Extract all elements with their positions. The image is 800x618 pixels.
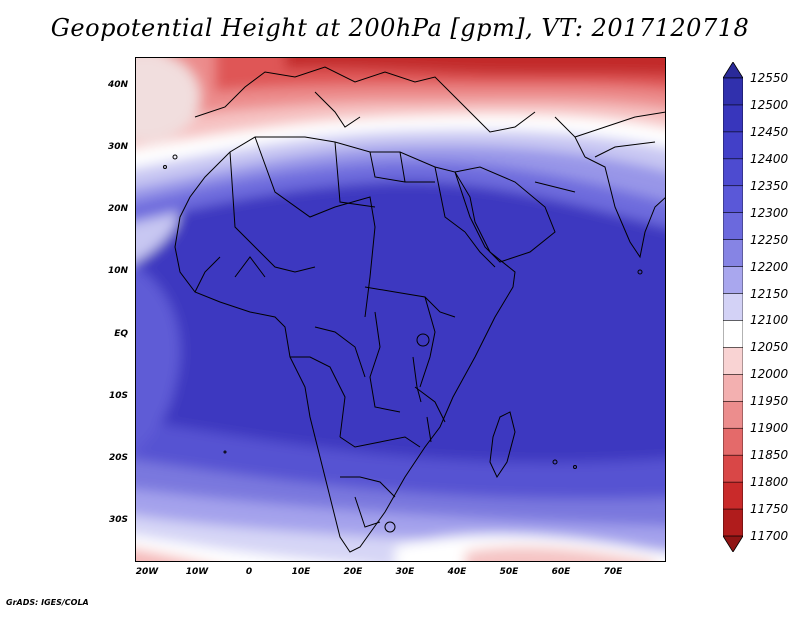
colorbar-label: 11900 <box>750 421 789 436</box>
lat-label-20s: 20S <box>108 453 128 463</box>
lon-label-10w: 10W <box>185 567 209 577</box>
colorbar-segment <box>723 212 743 241</box>
colorbar-segment <box>723 427 743 456</box>
colorbar-segment <box>723 158 743 187</box>
colorbar <box>723 62 743 552</box>
colorbar-label: 12550 <box>750 71 789 85</box>
lon-label-30e: 30E <box>395 567 415 577</box>
footer-credit: GrADS: IGES/COLA <box>6 598 89 607</box>
lon-label-20w: 20W <box>135 567 159 577</box>
lon-label-40e: 40E <box>447 567 467 577</box>
lon-label-10e: 10E <box>291 567 311 577</box>
colorbar-label: 12000 <box>750 367 789 382</box>
colorbar-segment <box>723 293 743 322</box>
map-title: Geopotential Height at 200hPa [gpm], VT:… <box>50 14 750 42</box>
lon-label-50e: 50E <box>499 567 519 577</box>
colorbar-segment <box>723 131 743 160</box>
coastlines-and-borders <box>163 66 666 553</box>
colorbar-bottom-arrow <box>723 535 743 552</box>
colorbar-segment <box>723 239 743 268</box>
colorbar-segment <box>723 400 743 430</box>
lon-label-0: 0 <box>245 567 253 577</box>
lat-label-20n: 20N <box>107 204 128 214</box>
map-plot-area <box>135 57 666 562</box>
colorbar-segment <box>723 481 743 510</box>
lon-label-20e: 20E <box>343 567 363 577</box>
colorbar-segment <box>723 266 743 295</box>
lon-label-70e: 70E <box>603 567 623 577</box>
colorbar-top-arrow <box>723 62 743 79</box>
colorbar-label: 12300 <box>750 205 789 220</box>
colorbar-label: 12500 <box>750 97 789 112</box>
colorbar-label: 12100 <box>750 313 789 328</box>
colorbar-label: 11700 <box>750 529 789 543</box>
colorbar-label: 11950 <box>750 394 789 409</box>
lat-label-40n: 40N <box>107 80 128 90</box>
colorbar-segment <box>723 454 743 483</box>
colorbar-label: 11800 <box>750 475 789 490</box>
colorbar-label: 12450 <box>750 124 789 139</box>
colorbar-label: 11750 <box>750 502 789 517</box>
colorbar-segment <box>723 77 743 106</box>
lat-label-10n: 10N <box>107 266 128 276</box>
colorbar-segment <box>723 374 743 403</box>
lat-label-eq: EQ <box>114 329 128 339</box>
lat-label-30s: 30S <box>108 515 128 525</box>
colorbar-label: 12150 <box>750 286 789 301</box>
lon-label-60e: 60E <box>551 567 571 577</box>
colorbar-label: 12400 <box>750 151 789 166</box>
colorbar-label: 11850 <box>750 448 789 463</box>
colorbar-segment <box>723 508 743 537</box>
lat-label-30n: 30N <box>107 142 128 152</box>
colorbar-segment <box>723 320 743 349</box>
colorbar-label: 12200 <box>750 259 789 274</box>
colorbar-label: 12050 <box>750 340 789 355</box>
colorbar-segment <box>723 347 743 376</box>
colorbar-label: 12350 <box>750 178 789 193</box>
colorbar-label: 12250 <box>750 232 789 247</box>
colorbar-segment <box>723 104 743 133</box>
lat-label-10s: 10S <box>108 391 128 401</box>
colorbar-segment <box>723 185 743 214</box>
